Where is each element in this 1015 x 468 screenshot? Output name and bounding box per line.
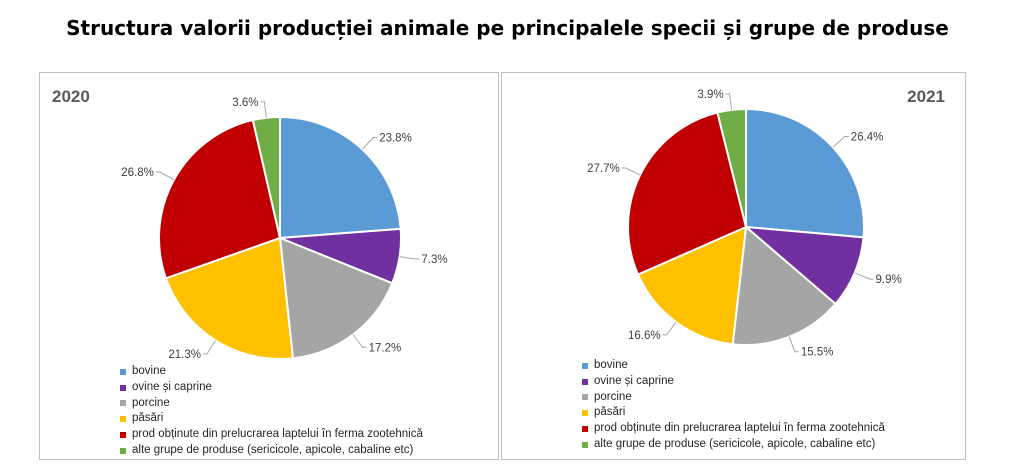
legend-swatch (120, 447, 126, 454)
legend-swatch (582, 362, 588, 369)
data-label: 21.3% (168, 349, 201, 361)
data-label: 3.9% (697, 89, 723, 101)
leader-line (399, 256, 420, 260)
legend-label: alte grupe de produse (sericicole, apico… (132, 443, 414, 456)
leader-line (854, 272, 874, 280)
leader-line (621, 167, 641, 176)
slice-ovine-caprine (742, 225, 865, 306)
data-label: 7.3% (421, 254, 447, 266)
leader-line (662, 321, 677, 336)
legend-item-pasari: păsări (582, 405, 885, 421)
legend-swatch (120, 400, 126, 407)
legend-label: ovine și caprine (132, 380, 212, 393)
legend-item-porcine: porcine (120, 396, 423, 412)
data-label: 17.2% (369, 342, 402, 354)
chart-title: Structura valorii producției animale pe … (66, 16, 949, 40)
pie-chart-2020: 23.8% 7.3% 17.2% 21.3% 26.8% 3.6% 2020 bovine… (39, 72, 499, 460)
slice-pasari (164, 236, 295, 360)
data-label: 26.8% (121, 167, 154, 179)
legend-item-lapte: prod obținute din prelucrarea laptelui î… (582, 421, 885, 437)
legend-label: porcine (132, 396, 170, 409)
slice-porcine (731, 225, 837, 346)
legend-label: păsări (594, 406, 626, 419)
legend-item-ovine-caprine: ovine și caprine (582, 374, 885, 390)
leader-line (725, 93, 733, 110)
legend-swatch (120, 416, 126, 423)
legend-label: păsări (132, 412, 164, 425)
pie-svg-2021: 26.4% 9.9% 15.5% 16.6% 27.7% 3.9% (587, 89, 902, 359)
data-label: 27.7% (587, 163, 620, 175)
pie-chart-2021: 26.4% 9.9% 15.5% 16.6% 27.7% 3.9% 2021 bovine… (501, 72, 966, 460)
legend-label: porcine (594, 390, 632, 403)
data-label: 15.5% (801, 347, 834, 359)
data-label: 16.6% (628, 330, 661, 342)
legend-item-bovine: bovine (582, 358, 885, 374)
legend-label: prod obținute din prelucrarea laptelui î… (594, 422, 885, 435)
legend-item-alte-grupe: alte grupe de produse (sericicole, apico… (120, 443, 423, 459)
data-label: 23.8% (379, 133, 412, 145)
slice-pasari (636, 225, 748, 346)
data-label: 9.9% (876, 274, 902, 286)
legend-item-pasari: păsări (120, 411, 423, 427)
legend-swatch (120, 384, 126, 391)
slice-bovine (745, 107, 865, 239)
leader-line (260, 101, 267, 118)
legend-item-porcine: porcine (582, 390, 885, 406)
legend-item-lapte: prod obținute din prelucrarea laptelui î… (120, 427, 423, 443)
leader-line (361, 137, 378, 150)
legend-label: bovine (594, 359, 628, 371)
data-label: 3.6% (232, 97, 258, 109)
year-label: 2021 (907, 87, 945, 106)
legend-item-ovine-caprine: ovine și caprine (120, 380, 423, 396)
legend-label: ovine și caprine (594, 374, 674, 387)
leader-line (352, 334, 367, 348)
leader-line (203, 340, 216, 355)
legend: bovine ovine și caprine porcine păsări p… (582, 358, 885, 453)
leader-line (788, 336, 799, 353)
year-label: 2020 (52, 87, 90, 106)
data-label: 26.4% (851, 132, 884, 144)
legend-swatch (582, 426, 588, 433)
legend-swatch (582, 378, 588, 385)
leader-line (832, 136, 849, 148)
slice-lapte (627, 111, 748, 276)
legend-item-alte-grupe: alte grupe de produse (sericicole, apico… (582, 437, 885, 453)
legend-swatch (120, 432, 126, 439)
legend-swatch (582, 394, 588, 401)
pie-svg-2020: 23.8% 7.3% 17.2% 21.3% 26.8% 3.6% (121, 97, 447, 361)
legend-label: prod obținute din prelucrarea laptelui î… (132, 428, 423, 441)
slice-lapte (158, 118, 282, 280)
legend-swatch (120, 368, 126, 375)
legend-swatch (582, 441, 588, 448)
legend: bovine ovine și caprine porcine păsări p… (120, 364, 423, 459)
leader-line (155, 171, 175, 181)
legend-swatch (582, 410, 588, 417)
legend-label: alte grupe de produse (sericicole, apico… (594, 437, 876, 450)
legend-item-bovine: bovine (120, 364, 423, 380)
legend-label: bovine (132, 365, 166, 377)
slice-porcine (278, 236, 394, 360)
